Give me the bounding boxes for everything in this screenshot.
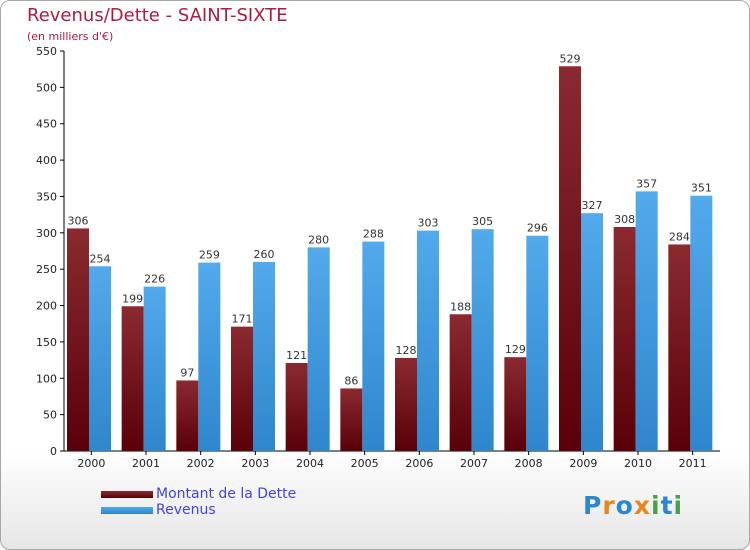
data-label-revenus: 254 (90, 252, 111, 265)
logo-letter: x (633, 491, 651, 520)
proxiti-logo: Proxiti (583, 491, 683, 520)
legend-swatch-dette (101, 491, 153, 498)
bar-dette (176, 380, 199, 451)
x-tick-label: 2006 (405, 457, 433, 470)
bar-dette (449, 314, 472, 451)
data-label-revenus: 260 (254, 248, 275, 261)
data-label-revenus: 259 (199, 249, 220, 262)
y-tick-label: 150 (36, 336, 57, 349)
y-tick-label: 400 (36, 154, 57, 167)
data-label-revenus: 303 (418, 217, 439, 230)
data-label-dette: 308 (614, 213, 635, 226)
data-label-dette: 306 (68, 214, 89, 227)
bar-revenus (471, 229, 494, 451)
bar-revenus (417, 230, 439, 451)
bar-revenus (635, 191, 658, 451)
x-tick-label: 2002 (187, 457, 215, 470)
y-tick-label: 200 (36, 300, 57, 313)
bar-revenus (690, 195, 713, 451)
bar-dette (121, 306, 144, 451)
data-label-revenus: 305 (472, 215, 493, 228)
logo-letter: P (583, 491, 603, 520)
bar-revenus (581, 213, 603, 451)
data-label-revenus: 296 (527, 222, 548, 235)
data-label-revenus: 288 (363, 228, 384, 241)
legend-swatch-revenus (101, 507, 153, 514)
bar-revenus (143, 286, 166, 451)
data-label-dette: 121 (286, 349, 307, 362)
x-tick-label: 2009 (569, 457, 597, 470)
y-tick-label: 450 (36, 118, 57, 131)
logo-letter: i (651, 491, 661, 520)
bar-dette (395, 357, 417, 451)
bar-dette (668, 244, 691, 451)
data-label-dette: 86 (344, 374, 358, 387)
x-tick-label: 2004 (296, 457, 324, 470)
bar-dette (504, 357, 527, 451)
y-tick-label: 500 (36, 81, 57, 94)
x-tick-label: 2005 (351, 457, 379, 470)
logo-letter: r (602, 491, 616, 520)
data-label-dette: 129 (505, 343, 526, 356)
x-tick-label: 2001 (132, 457, 160, 470)
bar-revenus (526, 235, 549, 451)
data-label-dette: 171 (232, 313, 253, 326)
bar-revenus (253, 261, 275, 451)
data-label-dette: 199 (122, 292, 143, 305)
y-tick-label: 350 (36, 190, 57, 203)
data-label-revenus: 357 (636, 177, 657, 190)
chart-title: Revenus/Dette - SAINT-SIXTE (27, 5, 288, 26)
x-tick-label: 2011 (679, 457, 707, 470)
y-tick-label: 50 (43, 409, 57, 422)
data-label-dette: 128 (396, 344, 417, 357)
data-label-revenus: 327 (582, 199, 603, 212)
data-label-dette: 284 (669, 230, 690, 243)
logo-letter: o (615, 491, 634, 520)
data-label-dette: 188 (450, 300, 471, 313)
x-tick-label: 2010 (624, 457, 652, 470)
bar-revenus (89, 266, 111, 451)
data-label-revenus: 226 (144, 273, 165, 286)
y-tick-label: 100 (36, 372, 57, 385)
y-tick-label: 550 (36, 45, 57, 58)
bar-dette (285, 363, 308, 451)
logo-letter: i (673, 491, 684, 520)
x-tick-label: 2003 (241, 457, 269, 470)
legend-label-revenus: Revenus (156, 502, 216, 518)
x-tick-label: 2007 (460, 457, 488, 470)
y-tick-label: 0 (50, 445, 57, 458)
legend-label-dette: Montant de la Dette (156, 486, 297, 502)
bar-revenus (198, 262, 221, 451)
bar-dette (231, 326, 253, 451)
logo-letter: t (660, 491, 674, 520)
y-tick-label: 300 (36, 227, 57, 240)
data-label-dette: 97 (180, 366, 194, 379)
chart-subtitle: (en milliers d'€) (27, 30, 114, 43)
bar-revenus (362, 241, 385, 451)
bar-dette (340, 388, 363, 451)
data-label-revenus: 351 (691, 182, 712, 195)
bar-dette (67, 228, 89, 451)
x-tick-label: 2008 (515, 457, 543, 470)
data-label-revenus: 280 (308, 233, 329, 246)
bar-dette (613, 227, 636, 451)
x-tick-label: 2000 (77, 457, 105, 470)
bar-dette (559, 66, 581, 451)
data-label-dette: 529 (560, 52, 581, 65)
bar-revenus (307, 247, 330, 451)
y-tick-label: 250 (36, 263, 57, 276)
